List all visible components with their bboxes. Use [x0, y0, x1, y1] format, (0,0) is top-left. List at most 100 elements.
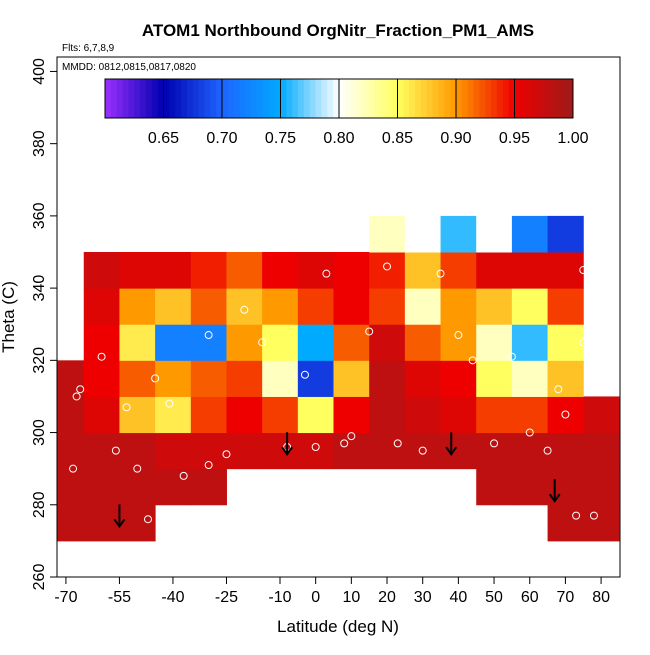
colorbar-band	[105, 79, 112, 118]
heat-cell	[440, 324, 477, 361]
heat-cell	[83, 468, 120, 506]
observation-point	[300, 370, 309, 379]
heat-cell	[119, 324, 156, 361]
x-tick-label: 40	[449, 589, 467, 606]
observation-point	[179, 471, 188, 480]
overlay	[69, 262, 598, 529]
colorbar-band	[485, 79, 492, 118]
arrow-head	[548, 493, 561, 503]
colorbar-band	[186, 79, 194, 118]
colorbar-band	[157, 79, 164, 118]
heat-cell	[83, 432, 120, 470]
heat-cell	[155, 432, 192, 470]
profile-arrow	[281, 432, 293, 456]
colorbar-band	[543, 79, 551, 118]
heat-cell	[119, 396, 156, 434]
colorbar-band	[368, 79, 375, 118]
colorbar-band	[327, 79, 334, 118]
heat-cell	[297, 360, 335, 397]
chart-title: ATOM1 Northbound OrgNitr_Fraction_PM1_AM…	[142, 21, 534, 40]
heat-cell	[155, 396, 192, 434]
colorbar-tick-label: 0.80	[323, 130, 354, 147]
heat-cell	[83, 396, 120, 434]
heat-cell	[119, 432, 156, 470]
heat-cell	[369, 324, 406, 361]
colorbar-band	[391, 79, 398, 118]
colorbar-band	[362, 79, 369, 118]
y-tick-label: 380	[31, 130, 48, 157]
heat-cell	[440, 360, 477, 397]
heat-cell	[226, 252, 263, 289]
colorbar-band	[181, 79, 188, 118]
heat-cell	[369, 360, 406, 397]
colorbar-band	[461, 79, 469, 118]
heat-cell	[226, 432, 263, 470]
heat-cell	[511, 396, 549, 434]
heat-cell	[511, 252, 549, 289]
observation-point	[151, 374, 160, 383]
colorbar-band	[450, 79, 457, 118]
heat-cell	[226, 396, 263, 434]
colorbar-band	[379, 79, 387, 118]
observation-point	[311, 443, 320, 451]
colorbar-band	[508, 79, 515, 118]
colorbar-band	[251, 79, 258, 118]
observation-point	[525, 428, 534, 437]
colorbar-band	[128, 79, 135, 118]
colorbar-band	[567, 79, 574, 118]
heat-cell	[262, 288, 299, 325]
colorbar-tick-label: 0.90	[440, 130, 471, 147]
observation-point	[258, 338, 267, 347]
heat-cell	[155, 288, 192, 325]
colorbar-band	[151, 79, 159, 118]
colorbar: 0.65 0.70 0.75 0.80 0.85 0.90 0.95 1.00	[104, 78, 589, 147]
heat-cell	[83, 324, 120, 361]
y-tick-label: 340	[31, 275, 48, 302]
heat-cell	[190, 252, 227, 289]
heat-cell	[547, 360, 584, 397]
heat-cell	[547, 288, 584, 325]
arrow-head	[445, 446, 458, 456]
heat-cell	[83, 504, 120, 542]
colorbar-band	[479, 79, 486, 118]
x-tick-label: 20	[378, 589, 396, 606]
heat-cell	[297, 288, 335, 325]
heat-cell	[119, 252, 156, 289]
colorbar-band	[432, 79, 439, 118]
colorbar-band	[409, 79, 416, 118]
heat-cell	[155, 468, 192, 506]
heat-cell	[119, 288, 156, 325]
x-tick-label: -25	[215, 589, 238, 606]
heat-cell	[190, 432, 227, 470]
heat-cell	[262, 396, 299, 434]
colorbar-band	[257, 79, 264, 118]
heat-cell	[190, 396, 227, 434]
colorbar-band	[426, 79, 434, 118]
heat-cell	[404, 252, 442, 289]
observation-point	[579, 266, 588, 275]
x-tick-label: -10	[268, 589, 291, 606]
heat-cell	[476, 396, 513, 434]
heat-cell	[583, 504, 620, 542]
observation-point	[72, 392, 81, 401]
arrow-head	[113, 518, 126, 529]
heat-cell	[547, 432, 584, 470]
colorbar-band	[403, 79, 410, 118]
colorbar-band	[116, 79, 124, 118]
observation-point	[454, 331, 463, 340]
colorbar-band	[344, 79, 352, 118]
heat-cell	[476, 468, 513, 506]
colorbar-band	[110, 79, 118, 118]
colorbar-band	[374, 79, 381, 118]
observation-point	[418, 446, 427, 455]
heat-cell	[333, 396, 370, 434]
colorbar-band	[438, 79, 445, 118]
heat-cell	[190, 288, 227, 325]
colorbar-band	[198, 79, 205, 118]
heat-cell	[440, 396, 477, 434]
dates-note: MMDD: 0812,0815,0817,0820	[62, 62, 196, 73]
colorbar-tick-label: 0.70	[206, 130, 237, 147]
heat-cell	[226, 360, 263, 397]
heat-cell	[333, 432, 370, 470]
heat-cell	[511, 215, 549, 253]
